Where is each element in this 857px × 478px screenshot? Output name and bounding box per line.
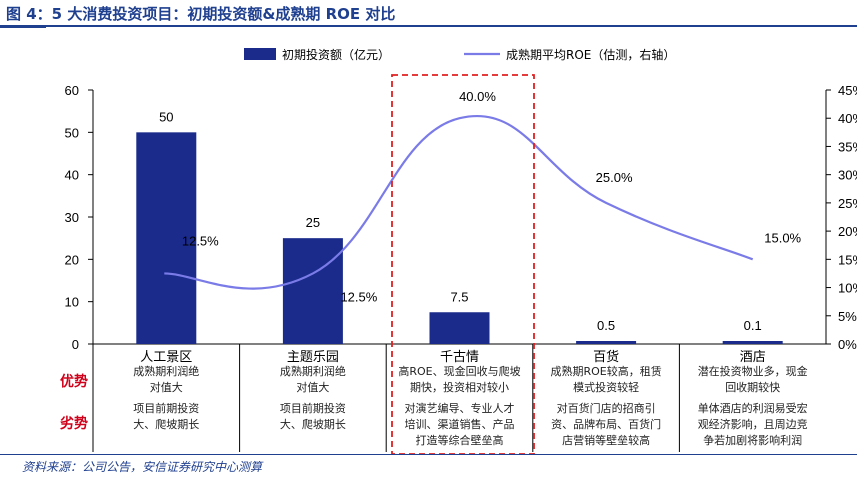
y-right-tick-label: 40% bbox=[838, 111, 857, 126]
disadvantage-cell: 对演艺编导、专业人才 培训、渠道销售、产品 打造等综合壁垒高 bbox=[404, 402, 515, 447]
line-data-label: 12.5% bbox=[182, 233, 219, 248]
y-left-tick-label: 50 bbox=[65, 125, 79, 140]
advantage-cell: 成熟期ROE较高，租赁 模式投资较轻 bbox=[550, 365, 662, 394]
y-right-tick-label: 15% bbox=[838, 252, 857, 267]
title-divider-accent bbox=[0, 25, 46, 28]
row-label-advantage: 优势 bbox=[60, 374, 88, 390]
y-right-tick-label: 25% bbox=[838, 196, 857, 211]
y-right-tick-label: 10% bbox=[838, 281, 857, 296]
y-left-tick-label: 0 bbox=[72, 337, 79, 352]
row-label-disadvantage: 劣势 bbox=[60, 416, 88, 432]
y-right-tick-label: 45% bbox=[838, 83, 857, 98]
line-data-label: 12.5% bbox=[340, 289, 377, 304]
bar-data-label: 25 bbox=[306, 215, 320, 230]
figure-title: 图 4：5 大消费投资项目：初期投资额&成熟期 ROE 对比 bbox=[6, 5, 396, 23]
bar bbox=[136, 132, 197, 344]
disadvantage-cell: 对百货门店的招商引 资、品牌布局、百货门 店营销等壁垒较高 bbox=[551, 402, 662, 447]
line-data-label: 40.0% bbox=[459, 89, 496, 104]
roe-line bbox=[164, 115, 754, 290]
bar bbox=[282, 238, 343, 344]
y-right-tick-label: 5% bbox=[838, 309, 857, 324]
x-tick-label: 千古情 bbox=[440, 350, 479, 365]
y-left-tick-label: 60 bbox=[65, 83, 79, 98]
legend-bar-label: 初期投资额（亿元） bbox=[282, 47, 390, 62]
title-divider bbox=[0, 25, 857, 27]
y-right-tick-label: 30% bbox=[838, 168, 857, 183]
y-left-tick-label: 20 bbox=[65, 252, 79, 267]
y-right-tick-label: 0% bbox=[838, 337, 857, 352]
source-note: 资料来源：公司公告，安信证券研究中心测算 bbox=[22, 460, 263, 474]
line-data-label: 15.0% bbox=[764, 230, 801, 245]
y-right-tick-label: 20% bbox=[838, 224, 857, 239]
bar-data-label: 50 bbox=[159, 109, 173, 124]
advantage-cell: 潜在投资物业多，现金 回收期较快 bbox=[697, 365, 808, 394]
bar-data-label: 7.5 bbox=[450, 289, 468, 304]
advantage-cell: 成熟期利润绝 对值大 bbox=[279, 365, 346, 394]
bar bbox=[429, 312, 490, 344]
x-tick-label: 人工景区 bbox=[140, 350, 192, 365]
bar bbox=[576, 341, 637, 344]
legend-bar-swatch bbox=[244, 48, 276, 60]
disadvantage-cell: 单体酒店的利润易受宏 观经济影响，且周边竞 争若加剧将影响利润 bbox=[697, 402, 808, 447]
line-data-label: 25.0% bbox=[596, 170, 633, 185]
bar-data-label: 0.1 bbox=[744, 318, 762, 333]
advantage-cell: 成熟期利润绝 对值大 bbox=[133, 365, 200, 394]
x-tick-label: 主题乐园 bbox=[287, 350, 339, 365]
bar bbox=[722, 341, 783, 344]
source-divider bbox=[0, 454, 857, 455]
bar-data-label: 0.5 bbox=[597, 318, 615, 333]
y-left-tick-label: 10 bbox=[65, 295, 79, 310]
y-left-tick-label: 40 bbox=[65, 168, 79, 183]
disadvantage-cell: 项目前期投资 大、爬坡期长 bbox=[133, 402, 200, 431]
highlight-box bbox=[391, 74, 535, 455]
legend-line-label: 成熟期平均ROE（估测，右轴） bbox=[506, 47, 675, 62]
x-tick-label: 百货 bbox=[593, 349, 619, 365]
x-tick-label: 酒店 bbox=[740, 350, 766, 365]
disadvantage-cell: 项目前期投资 大、爬坡期长 bbox=[279, 402, 346, 431]
y-right-tick-label: 35% bbox=[838, 139, 857, 154]
y-left-tick-label: 30 bbox=[65, 210, 79, 225]
advantage-cell: 高ROE、现金回收与爬坡 期快，投资相对较小 bbox=[398, 365, 521, 394]
